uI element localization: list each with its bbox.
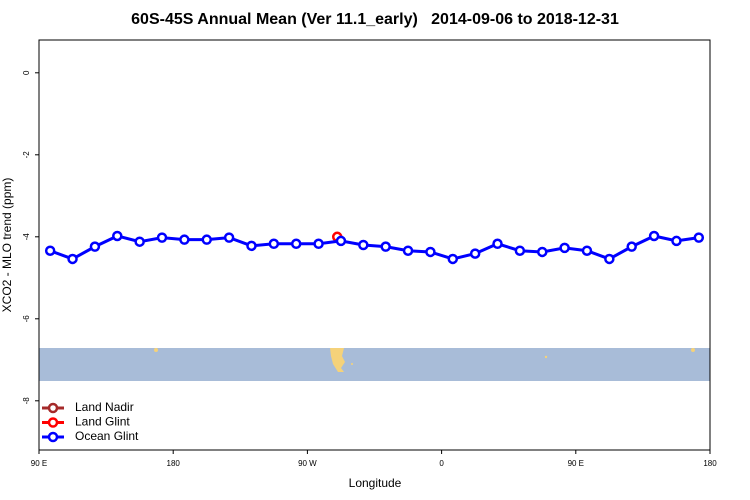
y-tick-label: 0: [22, 70, 31, 75]
data-point: [358, 239, 369, 251]
data-point: [447, 253, 459, 265]
data-point: [425, 246, 436, 258]
map-band: [39, 348, 710, 381]
data-point: [290, 238, 302, 250]
data-point: [380, 241, 391, 252]
data-point: [134, 236, 145, 247]
y-tick-label: -4: [22, 233, 31, 241]
x-tick-label: 90 E: [568, 459, 584, 468]
data-point: [67, 253, 78, 265]
legend-label: Land Nadir: [75, 400, 134, 414]
legend-marker: [47, 431, 59, 443]
x-tick-label: 180: [167, 459, 181, 468]
plot-frame: [38, 39, 711, 451]
data-point: [268, 238, 280, 250]
data-point: [693, 232, 705, 243]
series-line: [49, 234, 700, 261]
x-tick-label: 90 E: [31, 459, 47, 468]
data-point: [335, 235, 347, 247]
data-point: [179, 234, 190, 245]
land-shape: [544, 355, 548, 359]
data-point: [402, 245, 414, 256]
y-tick-label: -6: [22, 315, 31, 323]
x-tick-label: 180: [703, 459, 717, 468]
land-shape: [330, 348, 345, 372]
data-point: [559, 242, 570, 254]
data-point: [648, 230, 660, 242]
land-shape: [691, 348, 695, 352]
y-tick-label: -2: [22, 151, 31, 159]
data-point: [223, 232, 235, 243]
y-tick-label: -8: [22, 397, 31, 405]
data-point: [604, 253, 615, 265]
data-point: [671, 235, 682, 247]
land-shape: [351, 363, 353, 365]
data-point: [313, 238, 324, 250]
legend-label: Ocean Glint: [75, 429, 139, 443]
data-point: [469, 248, 481, 259]
data-point: [537, 246, 548, 258]
data-point: [626, 241, 637, 252]
chart-title: 60S-45S Annual Mean (Ver 11.1_early) 201…: [131, 11, 619, 28]
y-axis-label: XCO2 - MLO trend (ppm): [0, 178, 14, 313]
x-tick-label: 0: [439, 459, 444, 468]
data-point: [246, 240, 257, 252]
data-point: [44, 245, 56, 256]
data-point: [112, 230, 123, 242]
x-tick-label: 90 W: [298, 459, 317, 468]
data-point: [156, 232, 168, 243]
legend-label: Land Glint: [75, 415, 130, 429]
data-point: [201, 234, 212, 245]
data-point: [514, 245, 526, 256]
ocean-band: [39, 348, 710, 381]
data-point: [492, 238, 503, 250]
legend-marker: [47, 417, 59, 428]
x-axis-label: Longitude: [349, 476, 402, 490]
data-point: [581, 245, 593, 256]
legend-marker: [47, 402, 59, 414]
data-point: [89, 241, 101, 252]
land-shape: [154, 348, 158, 352]
